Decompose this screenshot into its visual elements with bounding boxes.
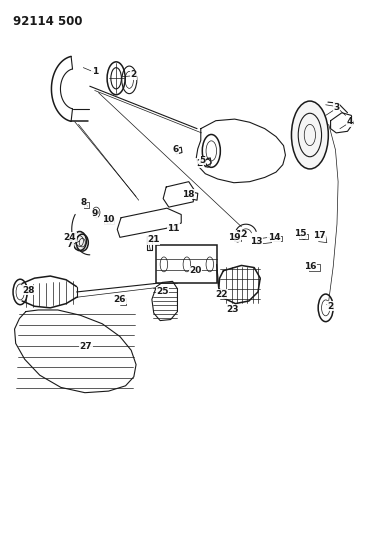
Text: 2: 2 bbox=[131, 70, 137, 79]
Text: 11: 11 bbox=[168, 224, 180, 233]
Text: 27: 27 bbox=[80, 342, 92, 351]
Text: 2: 2 bbox=[327, 302, 334, 311]
Text: 92114 500: 92114 500 bbox=[13, 14, 82, 28]
Text: 17: 17 bbox=[313, 231, 326, 240]
Text: 16: 16 bbox=[304, 262, 317, 271]
Text: 6: 6 bbox=[172, 146, 179, 155]
Text: 1: 1 bbox=[92, 67, 98, 76]
Text: 20: 20 bbox=[189, 266, 201, 275]
Text: 28: 28 bbox=[22, 286, 35, 295]
Text: 21: 21 bbox=[147, 236, 160, 245]
Text: 2: 2 bbox=[196, 159, 202, 167]
Text: 25: 25 bbox=[156, 287, 169, 296]
Text: 10: 10 bbox=[102, 215, 115, 224]
Text: 14: 14 bbox=[268, 233, 280, 242]
Ellipse shape bbox=[291, 101, 328, 169]
Text: 8: 8 bbox=[80, 198, 86, 207]
Text: 13: 13 bbox=[250, 237, 263, 246]
Text: 4: 4 bbox=[346, 117, 352, 126]
Text: 19: 19 bbox=[227, 233, 240, 242]
Text: 23: 23 bbox=[227, 305, 239, 314]
Text: 5: 5 bbox=[199, 156, 206, 165]
FancyBboxPatch shape bbox=[156, 245, 216, 284]
Text: 7: 7 bbox=[67, 240, 73, 249]
Text: 26: 26 bbox=[114, 295, 126, 304]
Text: 24: 24 bbox=[64, 233, 76, 242]
Text: 15: 15 bbox=[294, 229, 307, 238]
Circle shape bbox=[73, 231, 86, 251]
Text: 22: 22 bbox=[215, 289, 228, 298]
Text: 12: 12 bbox=[235, 230, 247, 239]
Text: 18: 18 bbox=[183, 190, 195, 199]
Text: 3: 3 bbox=[333, 103, 339, 112]
Text: 9: 9 bbox=[91, 209, 98, 218]
